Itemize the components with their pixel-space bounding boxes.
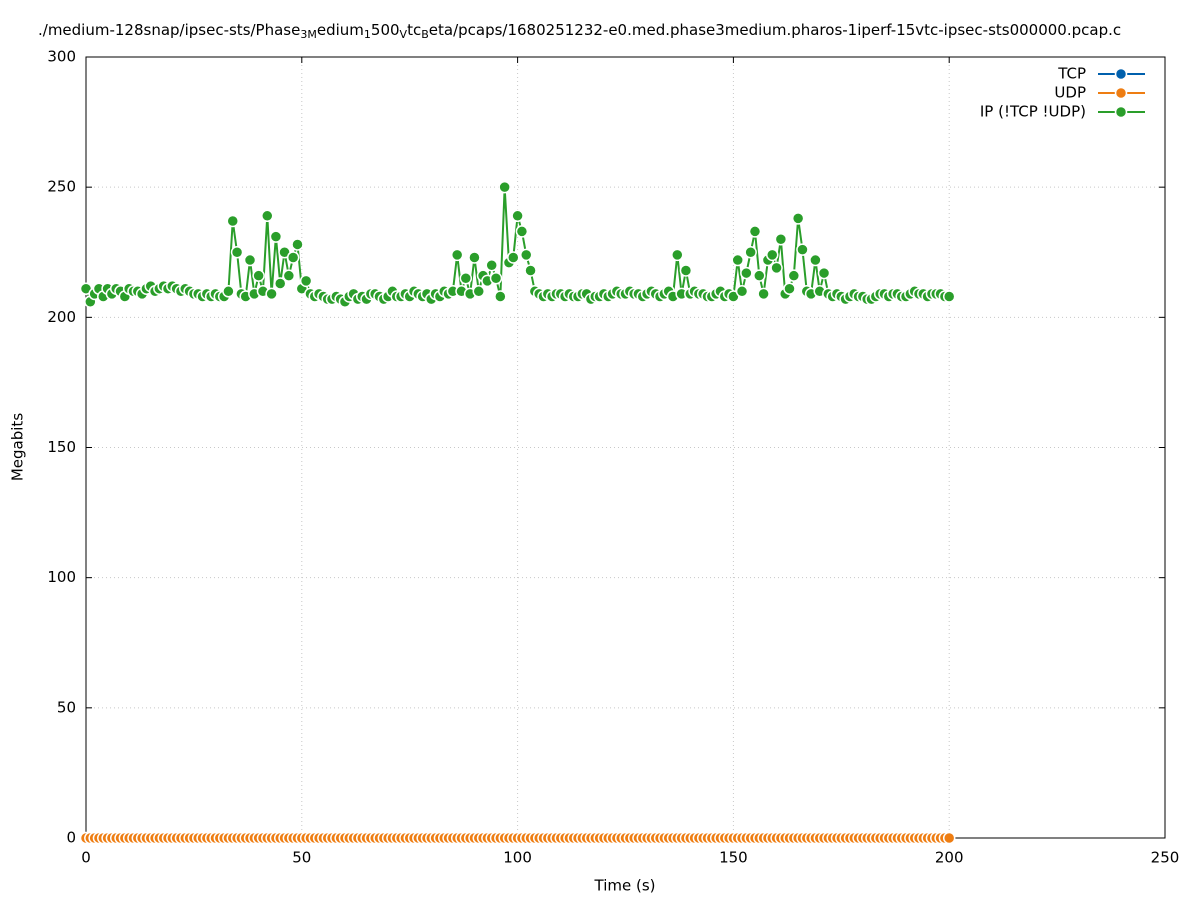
legend-label: IP (!TCP !UDP) [980, 103, 1086, 121]
x-tick-label: 200 [935, 849, 964, 867]
title-part: eta/pcaps/1680251232-e0.med.phase3medium… [429, 21, 1121, 39]
data-point [519, 248, 533, 262]
data-point [286, 251, 300, 264]
data-point [459, 272, 473, 285]
data-point [748, 225, 762, 238]
data-point [791, 212, 805, 225]
data-point [744, 246, 757, 259]
data-point [265, 287, 278, 301]
data-point [291, 238, 304, 251]
x-tick-label: 0 [81, 849, 91, 867]
legend-marker [1114, 105, 1128, 119]
data-point [472, 285, 486, 298]
y-tick-label: 300 [47, 48, 76, 66]
x-axis-label: Time (s) [594, 877, 656, 895]
title-part: edium [317, 21, 364, 39]
data-point [273, 277, 287, 290]
data-point [740, 266, 753, 280]
legend-marker [1114, 86, 1128, 100]
data-point [515, 225, 529, 238]
x-tick-label: 100 [503, 849, 532, 867]
data-point [787, 269, 801, 282]
title-part: 500 [371, 21, 400, 39]
data-point [230, 246, 244, 259]
y-tick-label: 100 [47, 568, 76, 586]
data-point [489, 272, 503, 285]
data-point [468, 251, 481, 264]
y-tick-label: 0 [66, 829, 76, 847]
data-point [757, 287, 770, 301]
data-point [243, 253, 257, 267]
y-tick-label: 200 [47, 308, 76, 326]
data-point [511, 209, 524, 223]
data-point [774, 232, 788, 246]
data-point [299, 274, 313, 288]
data-point [485, 259, 498, 272]
y-tick-label: 50 [57, 698, 76, 716]
x-tick-label: 150 [719, 849, 748, 867]
title-part: 3M [300, 28, 317, 41]
data-point [679, 264, 693, 277]
data-point [817, 266, 831, 280]
y-tick-label: 150 [47, 438, 76, 456]
data-point [942, 290, 956, 303]
legend-label: TCP [1057, 65, 1086, 83]
title-part: ./medium-128snap/ipsec-sts/Phase [38, 21, 300, 39]
y-tick-label: 250 [47, 178, 76, 196]
title-part: B [421, 28, 429, 41]
data-point [524, 264, 537, 277]
y-axis-label: Megabits [9, 413, 27, 481]
data-point [765, 248, 779, 262]
legend-marker [1114, 67, 1128, 81]
data-point [261, 209, 274, 223]
legend-label: UDP [1054, 84, 1086, 102]
x-tick-label: 250 [1151, 849, 1180, 867]
data-point [507, 251, 520, 264]
data-point [731, 253, 744, 267]
data-point [282, 269, 296, 282]
data-point [753, 269, 766, 282]
data-point [450, 248, 464, 262]
data-point [498, 180, 511, 194]
title-part: tc [407, 21, 421, 39]
data-point [494, 290, 507, 303]
data-point [226, 214, 239, 228]
title-part: V [400, 28, 408, 41]
data-point [770, 261, 783, 275]
title-part: 1 [364, 28, 371, 41]
data-point [783, 282, 796, 295]
data-point [671, 248, 684, 262]
chart-title: ./medium-128snap/ipsec-sts/Phase3Medium1… [38, 21, 1121, 42]
data-point [269, 230, 283, 243]
series-line [85, 187, 950, 305]
data-point [252, 269, 265, 282]
data-point [735, 285, 749, 298]
data-point [809, 253, 822, 267]
x-tick-label: 50 [292, 849, 311, 867]
data-point [942, 831, 956, 845]
data-point [222, 285, 235, 298]
plot-border [85, 56, 1166, 839]
data-point [796, 243, 809, 256]
